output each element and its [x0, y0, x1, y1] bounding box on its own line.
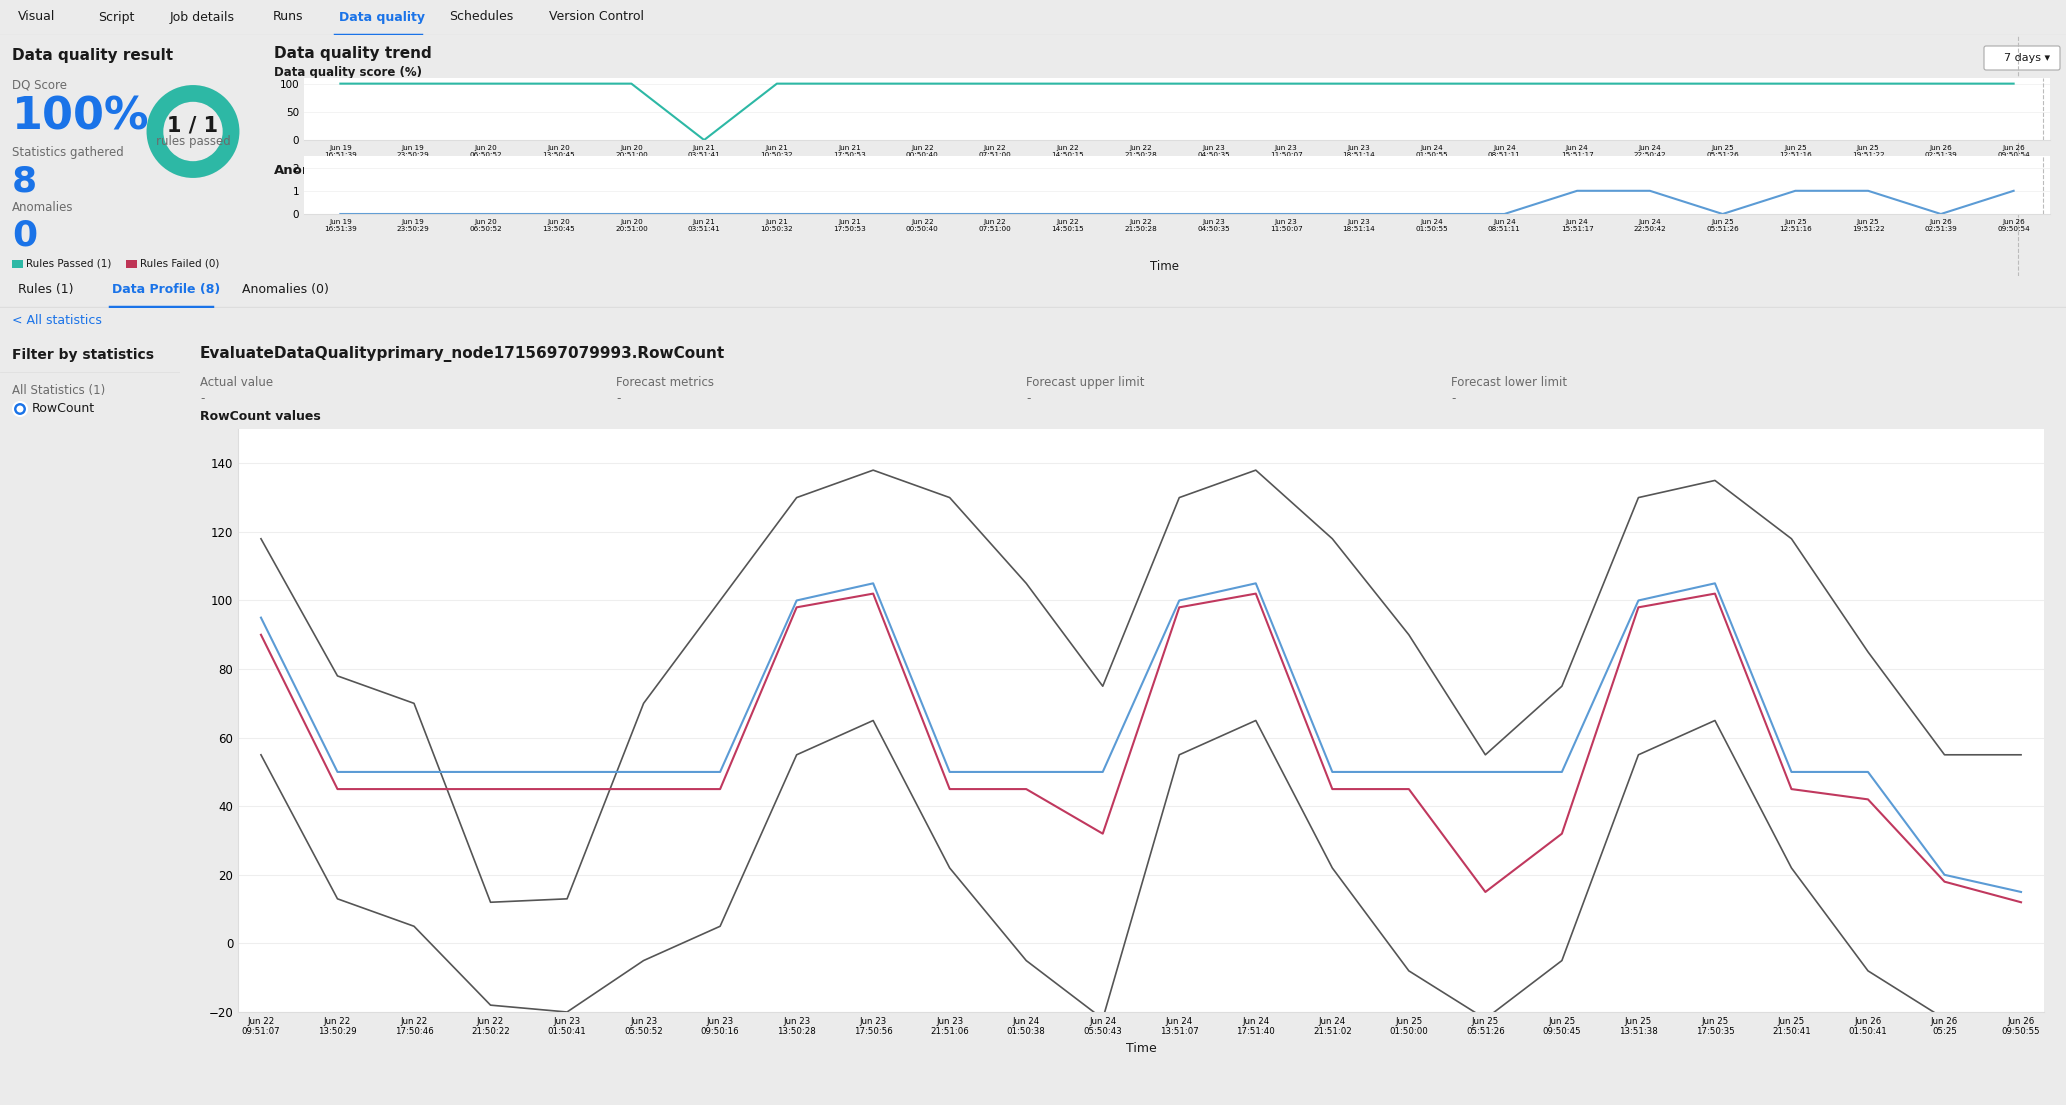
Text: rules passed: rules passed	[155, 135, 231, 148]
Text: Anomalies: Anomalies	[275, 164, 351, 177]
Text: Version Control: Version Control	[550, 11, 645, 23]
Text: Rules Failed (0): Rules Failed (0)	[140, 259, 219, 269]
Text: Data Profile (8): Data Profile (8)	[112, 284, 221, 296]
Text: EvaluateDataQualityprimary_node1715697079993.RowCount: EvaluateDataQualityprimary_node171569707…	[200, 346, 725, 362]
Text: Data quality result: Data quality result	[12, 48, 174, 63]
Text: All Statistics (1): All Statistics (1)	[12, 385, 105, 397]
Text: Runs: Runs	[273, 11, 304, 23]
Text: 7 days ▾: 7 days ▾	[2004, 53, 2049, 63]
Text: Time: Time	[1149, 260, 1178, 273]
Text: Visual: Visual	[19, 11, 56, 23]
X-axis label: Time: Time	[1126, 1042, 1157, 1055]
Circle shape	[17, 406, 23, 412]
Text: < All statistics: < All statistics	[12, 315, 101, 327]
Text: 8: 8	[12, 164, 37, 198]
Text: Rules Passed (1): Rules Passed (1)	[27, 259, 112, 269]
Text: Forecast lower limit: Forecast lower limit	[1450, 376, 1568, 389]
Circle shape	[12, 402, 27, 415]
Bar	[12, 260, 23, 269]
Text: Data quality score (%): Data quality score (%)	[275, 66, 421, 78]
Text: Job details: Job details	[169, 11, 236, 23]
Text: -: -	[1450, 392, 1454, 406]
Text: Script: Script	[97, 11, 134, 23]
Text: Schedules: Schedules	[448, 11, 512, 23]
Text: 1 / 1: 1 / 1	[167, 116, 219, 136]
Text: Forecast upper limit: Forecast upper limit	[1027, 376, 1145, 389]
Text: DQ Score: DQ Score	[12, 78, 66, 91]
Text: Anomalies: Anomalies	[12, 201, 74, 214]
FancyBboxPatch shape	[1983, 46, 2060, 70]
Text: Statistics gathered: Statistics gathered	[12, 146, 124, 159]
Text: Rules (1): Rules (1)	[19, 284, 74, 296]
Wedge shape	[147, 85, 240, 178]
Bar	[126, 260, 136, 269]
Text: Forecast metrics: Forecast metrics	[616, 376, 715, 389]
Text: Actual value: Actual value	[200, 376, 273, 389]
Wedge shape	[147, 85, 240, 178]
Text: Data quality: Data quality	[339, 11, 426, 23]
Text: 0: 0	[12, 219, 37, 253]
Text: -: -	[1027, 392, 1031, 406]
Text: RowCount: RowCount	[31, 402, 95, 415]
Text: 100%: 100%	[12, 96, 149, 139]
Text: Filter by statistics: Filter by statistics	[12, 348, 155, 362]
Text: Anomalies (0): Anomalies (0)	[242, 284, 328, 296]
Text: -: -	[200, 392, 205, 406]
Text: Data quality trend: Data quality trend	[275, 46, 432, 61]
Text: RowCount values: RowCount values	[200, 410, 320, 423]
Text: -: -	[616, 392, 620, 406]
